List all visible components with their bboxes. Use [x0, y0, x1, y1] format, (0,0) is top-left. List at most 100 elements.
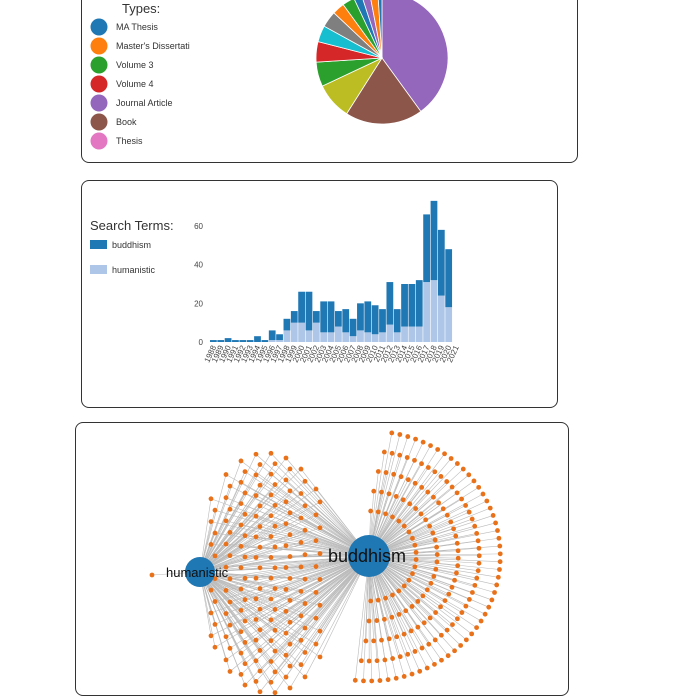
network-leaf	[396, 588, 402, 594]
network-leaf	[283, 521, 289, 527]
network-leaf	[238, 586, 244, 592]
pie-slice	[362, 0, 383, 59]
network-leaf	[407, 501, 413, 507]
bar-buddhism	[232, 340, 239, 342]
network-leaf	[401, 523, 407, 529]
network-leaf	[317, 602, 323, 608]
network-leaf	[397, 654, 403, 660]
network-leaf	[242, 511, 248, 517]
network-leaf	[389, 614, 395, 620]
hub-label-buddhism: buddhism	[328, 546, 406, 566]
network-link	[199, 493, 302, 573]
network-leaf	[227, 622, 233, 628]
bar-humanistic	[364, 332, 372, 342]
pie-legend-label: Volume 3	[116, 60, 154, 70]
network-leaf	[419, 484, 425, 490]
network-leaf	[238, 607, 244, 613]
network-link	[240, 555, 370, 568]
network-leaf	[257, 606, 263, 612]
network-leaf	[242, 618, 248, 624]
network-leaf	[390, 656, 396, 661]
bar-humanistic	[305, 330, 313, 342]
network-leaf	[383, 511, 388, 517]
network-leaf	[227, 576, 233, 582]
bar-buddhism	[305, 291, 313, 331]
network-leaf	[484, 498, 490, 504]
network-leaf	[433, 610, 439, 615]
network-leaf	[283, 455, 289, 461]
network-leaf	[253, 679, 259, 684]
network-leaf	[420, 439, 426, 445]
network-link	[199, 571, 321, 632]
network-leaf	[398, 474, 404, 480]
network-leaf	[253, 658, 259, 664]
network-leaf	[368, 598, 374, 604]
network-link	[244, 492, 370, 557]
network-link	[199, 501, 321, 573]
network-leaf	[474, 575, 480, 581]
network-leaf	[257, 586, 263, 591]
network-leaf	[408, 628, 414, 634]
pie-legend-label: Book	[116, 117, 137, 127]
network-leaf	[459, 610, 465, 615]
network-link	[289, 555, 370, 667]
network-leaf	[418, 511, 424, 517]
network-leaf	[430, 530, 436, 536]
network-leaf	[298, 515, 304, 521]
network-leaf	[227, 669, 233, 674]
y-tick-label: 20	[194, 299, 203, 308]
network-leaf	[442, 598, 448, 604]
network-panel: humanistic buddhism	[75, 422, 569, 696]
network-leaf	[268, 596, 274, 602]
pie-slices	[315, 0, 449, 125]
bar-buddhism	[217, 340, 225, 342]
network-leaf	[455, 563, 461, 569]
network-leaf	[379, 489, 384, 495]
bar-humanistic	[268, 340, 276, 342]
network-leaf	[257, 544, 263, 550]
pie-legend-title: Types:	[122, 1, 160, 16]
network-leaf	[257, 482, 263, 488]
network-leaf	[410, 571, 415, 577]
bar-buddhism	[349, 318, 357, 337]
network-leaf	[415, 624, 421, 630]
network-leaf	[317, 577, 323, 582]
network-leaf	[272, 690, 278, 695]
hub-label-humanistic: humanistic	[166, 565, 229, 580]
network-leaf	[444, 479, 450, 484]
network-leaf	[257, 689, 263, 695]
network-leaf	[253, 555, 259, 560]
network-link	[368, 555, 499, 578]
bar-chart: Search Terms: buddhism humanistic 0 20 40 60…	[90, 200, 461, 364]
network-leaf	[476, 545, 482, 551]
network-link	[199, 571, 306, 653]
network-leaf	[427, 523, 433, 529]
network-leaf	[302, 503, 308, 509]
network-leaf	[401, 583, 407, 589]
network-leaf	[227, 645, 233, 651]
network-leaf	[272, 669, 278, 675]
network-leaf	[313, 486, 319, 492]
network-leaf	[466, 597, 472, 602]
network-leaf	[450, 622, 455, 627]
bar-humanistic	[408, 326, 416, 342]
network-leaf	[358, 658, 364, 664]
network-link	[270, 555, 370, 683]
network-leaf	[268, 638, 274, 644]
network-leaf	[412, 480, 418, 486]
network-leaf	[455, 555, 461, 561]
y-tick-label: 60	[194, 222, 203, 231]
network-leaf	[212, 530, 218, 536]
network-leaf	[287, 576, 293, 581]
network-leaf	[302, 527, 308, 533]
network-leaf	[469, 516, 475, 522]
network-leaf	[223, 472, 229, 477]
network-link	[199, 571, 317, 619]
network-leaf	[400, 497, 406, 503]
network-leaf	[454, 616, 460, 622]
bar-humanistic	[342, 332, 350, 342]
network-link	[199, 566, 317, 573]
network-leaf	[268, 575, 274, 581]
network-link	[285, 555, 370, 678]
network-leaf	[474, 625, 479, 630]
